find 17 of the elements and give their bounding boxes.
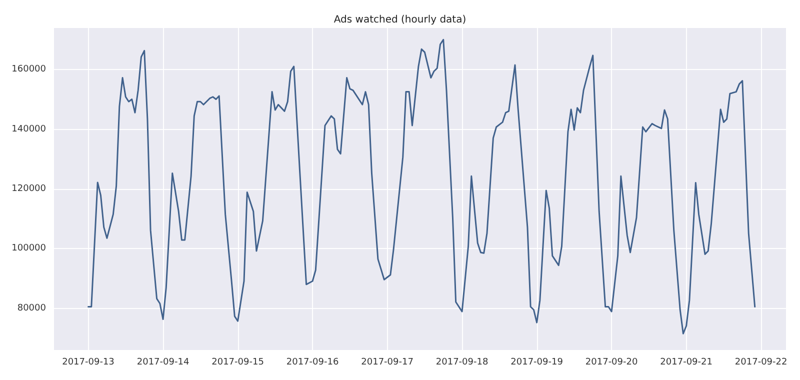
x-tick-label: 2017-09-21 <box>660 358 712 368</box>
x-tick-label: 2017-09-16 <box>286 358 339 368</box>
line-series <box>88 38 756 334</box>
x-tick-label: 2017-09-22 <box>734 358 788 368</box>
y-tick-label: 100000 <box>12 244 46 254</box>
y-tick-label: 140000 <box>12 124 46 134</box>
x-tick-label: 2017-09-15 <box>212 358 264 368</box>
x-tick-label: 2017-09-20 <box>585 358 638 368</box>
x-tick-label: 2017-09-17 <box>361 358 414 368</box>
x-tick-label: 2017-09-19 <box>510 358 564 368</box>
y-tick-label: 160000 <box>12 64 46 75</box>
chart-title: Ads watched (hourly data) <box>334 14 466 26</box>
y-tick-label: 120000 <box>12 184 46 194</box>
x-tick-label: 2017-09-13 <box>62 358 114 368</box>
x-tick-label: 2017-09-18 <box>436 358 488 368</box>
y-tick-label: 80000 <box>17 303 46 314</box>
x-tick-label: 2017-09-14 <box>136 358 190 368</box>
